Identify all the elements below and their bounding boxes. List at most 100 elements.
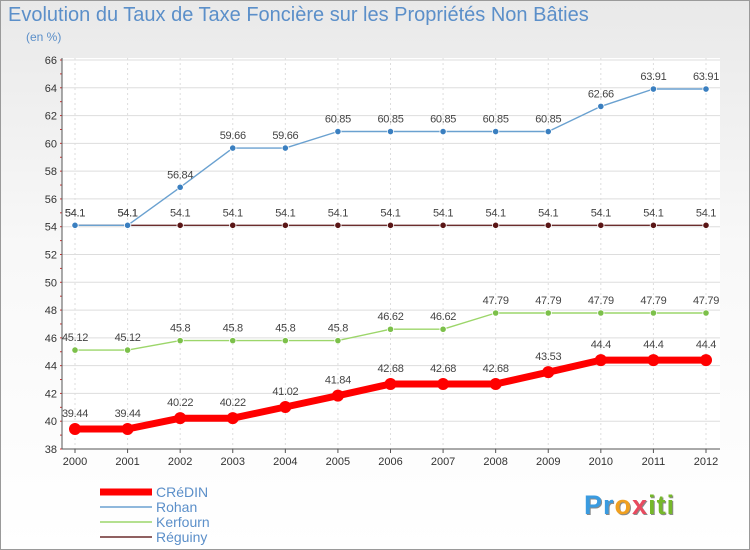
data-point — [69, 422, 81, 435]
data-point — [334, 337, 342, 345]
data-label: 54.1 — [117, 207, 137, 219]
data-label: 63.91 — [693, 71, 719, 83]
data-point — [700, 354, 712, 367]
data-point — [386, 221, 395, 229]
data-label: 45.8 — [223, 323, 243, 335]
y-tick-label: 50 — [45, 277, 57, 289]
data-point — [331, 389, 344, 402]
data-label: 42.68 — [483, 363, 509, 375]
y-tick-label: 44 — [45, 361, 57, 373]
data-label: 41.84 — [325, 375, 351, 387]
data-label: 47.79 — [640, 295, 666, 307]
data-label: 47.79 — [483, 295, 509, 307]
data-label: 60.85 — [535, 114, 561, 126]
data-point — [176, 183, 184, 191]
data-label: 54.1 — [223, 207, 243, 219]
x-tick-label: 2011 — [642, 456, 666, 468]
data-label: 63.91 — [640, 71, 666, 83]
data-point — [123, 346, 132, 354]
data-point — [174, 412, 187, 425]
data-point — [439, 325, 447, 333]
x-tick-label: 2009 — [536, 456, 560, 468]
data-label: 54.1 — [696, 207, 716, 219]
series-kerfourn: 45.12 45.12 45.8 45.8 45.8 45.8 46.62 46.62 47.7… — [62, 295, 719, 354]
x-tick-label: 2012 — [694, 456, 718, 468]
data-point — [492, 309, 500, 317]
data-label: 45.8 — [170, 323, 190, 335]
series-crédin: 39.44 39.44 40.22 40.22 41.02 41.84 42.68 42.68… — [62, 339, 717, 435]
y-tick-label: 58 — [45, 166, 57, 178]
data-point — [334, 221, 342, 229]
data-point — [597, 102, 605, 111]
series-rohan: 54.1 54.1 56.84 59.66 59.66 60.85 60.85 60.85 60… — [65, 71, 719, 229]
data-label: 47.79 — [535, 295, 561, 307]
data-label: 54.1 — [591, 207, 611, 219]
logo-letter: i — [666, 490, 676, 520]
data-label: 44.4 — [591, 339, 611, 351]
data-label: 59.66 — [272, 130, 298, 142]
x-tick-label: 2002 — [168, 456, 192, 468]
logo-letter: o — [614, 490, 633, 520]
data-point — [594, 354, 607, 367]
data-label: 45.12 — [62, 332, 88, 344]
chart-unit-label: (en %) — [26, 30, 62, 44]
logo-letter: P — [584, 490, 604, 520]
data-label: 54.1 — [65, 207, 85, 219]
data-label: 62.66 — [588, 88, 614, 100]
x-tick-label: 2006 — [378, 456, 402, 468]
data-label: 44.4 — [643, 339, 663, 351]
data-point — [544, 221, 552, 229]
data-point — [702, 309, 710, 317]
x-tick-label: 2010 — [589, 456, 613, 468]
y-tick-label: 66 — [45, 55, 57, 67]
data-point — [439, 221, 447, 229]
data-point — [437, 377, 450, 390]
data-label: 60.85 — [377, 114, 403, 126]
data-label: 45.8 — [328, 323, 348, 335]
x-tick-label: 2001 — [115, 456, 139, 468]
data-point — [229, 337, 237, 345]
data-point — [176, 221, 184, 229]
data-label: 54.1 — [275, 207, 295, 219]
data-label: 47.79 — [693, 295, 719, 307]
data-label: 60.85 — [325, 114, 351, 126]
y-tick-label: 64 — [45, 83, 57, 95]
data-point — [492, 221, 500, 229]
data-label: 44.4 — [696, 339, 716, 351]
data-label: 42.68 — [430, 363, 456, 375]
data-point — [229, 221, 237, 229]
data-point — [489, 377, 502, 390]
y-tick-label: 62 — [45, 111, 57, 123]
data-label: 41.02 — [272, 386, 298, 398]
y-tick-label: 38 — [45, 444, 57, 456]
y-tick-label: 52 — [45, 250, 57, 262]
data-label: 45.12 — [115, 332, 141, 344]
logo-letter: i — [648, 490, 657, 520]
data-label: 54.1 — [65, 207, 85, 219]
data-point — [597, 309, 605, 317]
data-label: 42.68 — [377, 363, 403, 375]
data-label: 60.85 — [483, 114, 509, 126]
data-label: 54.1 — [328, 207, 348, 219]
data-point — [71, 346, 79, 354]
data-point — [334, 127, 342, 136]
data-label: 47.79 — [588, 295, 614, 307]
data-label: 45.8 — [275, 323, 295, 335]
legend-label: Rohan — [156, 499, 197, 515]
data-label: 40.22 — [167, 397, 193, 409]
data-point — [649, 221, 658, 229]
data-label: 54.1 — [486, 207, 506, 219]
y-tick-label: 48 — [45, 305, 57, 317]
data-point — [121, 422, 134, 435]
data-label: 43.53 — [535, 351, 561, 363]
data-point — [492, 127, 500, 136]
logo-letter: r — [603, 490, 615, 520]
logo-letter: x — [632, 490, 649, 520]
y-tick-label: 56 — [45, 194, 57, 206]
y-tick-label: 42 — [45, 388, 57, 400]
data-label: 54.1 — [643, 207, 663, 219]
data-point — [386, 325, 395, 333]
data-point — [176, 337, 184, 345]
data-point — [281, 337, 289, 345]
